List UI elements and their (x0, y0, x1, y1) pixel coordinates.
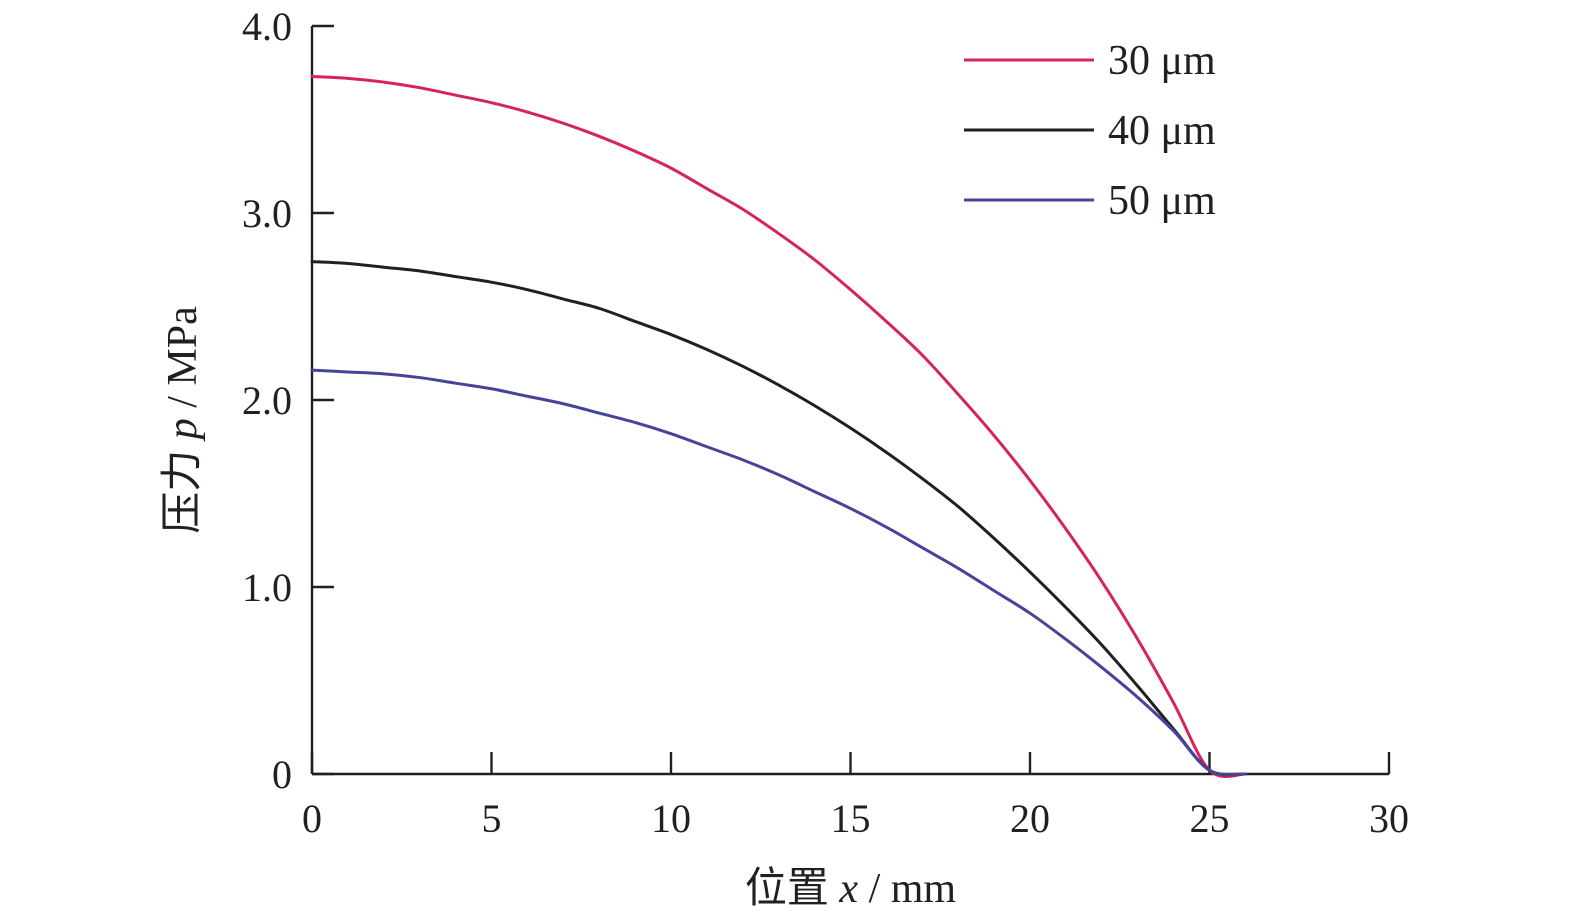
x-axis-label-var: x (838, 866, 858, 912)
y-tick-label: 4.0 (242, 4, 292, 49)
y-tick-label: 1.0 (242, 565, 292, 610)
x-tick-label: 20 (1010, 796, 1050, 841)
y-axis-label-main: 压力 (160, 439, 206, 534)
series-line-1 (310, 74, 1247, 778)
x-axis-label-main: 位置 (745, 865, 840, 912)
x-tick-label: 0 (302, 796, 322, 841)
x-tick-label: 15 (831, 796, 871, 841)
x-axis-label: 位置 x / mm (745, 865, 957, 912)
series-line-2 (310, 260, 1247, 777)
y-axis-label: 压力 p / MPa (160, 306, 206, 534)
x-tick-label: 5 (482, 796, 502, 841)
y-tick-label: 2.0 (242, 378, 292, 423)
y-axis-label-unit: / MPa (160, 306, 206, 418)
x-tick-label: 25 (1190, 796, 1230, 841)
y-tick-label: 0 (272, 752, 292, 797)
series-line-3 (310, 368, 1247, 777)
y-axis-label-var: p (160, 418, 206, 442)
x-ticks: 0 5 10 15 20 25 30 (302, 752, 1409, 841)
legend-label: 50 μm (1108, 178, 1216, 224)
plot-area: 0 5 10 15 20 25 30 0 1.0 2.0 3.0 4.0 (242, 4, 1409, 841)
x-axis-label-unit: / mm (858, 866, 956, 912)
legend-label: 30 μm (1108, 38, 1216, 84)
y-ticks: 0 1.0 2.0 3.0 4.0 (242, 4, 334, 797)
series-lines (310, 74, 1247, 778)
y-tick-label: 3.0 (242, 191, 292, 236)
legend: 30 μm 40 μm 50 μm (964, 38, 1216, 224)
legend-label: 40 μm (1108, 108, 1216, 154)
x-tick-label: 30 (1369, 796, 1409, 841)
x-tick-label: 10 (651, 796, 691, 841)
